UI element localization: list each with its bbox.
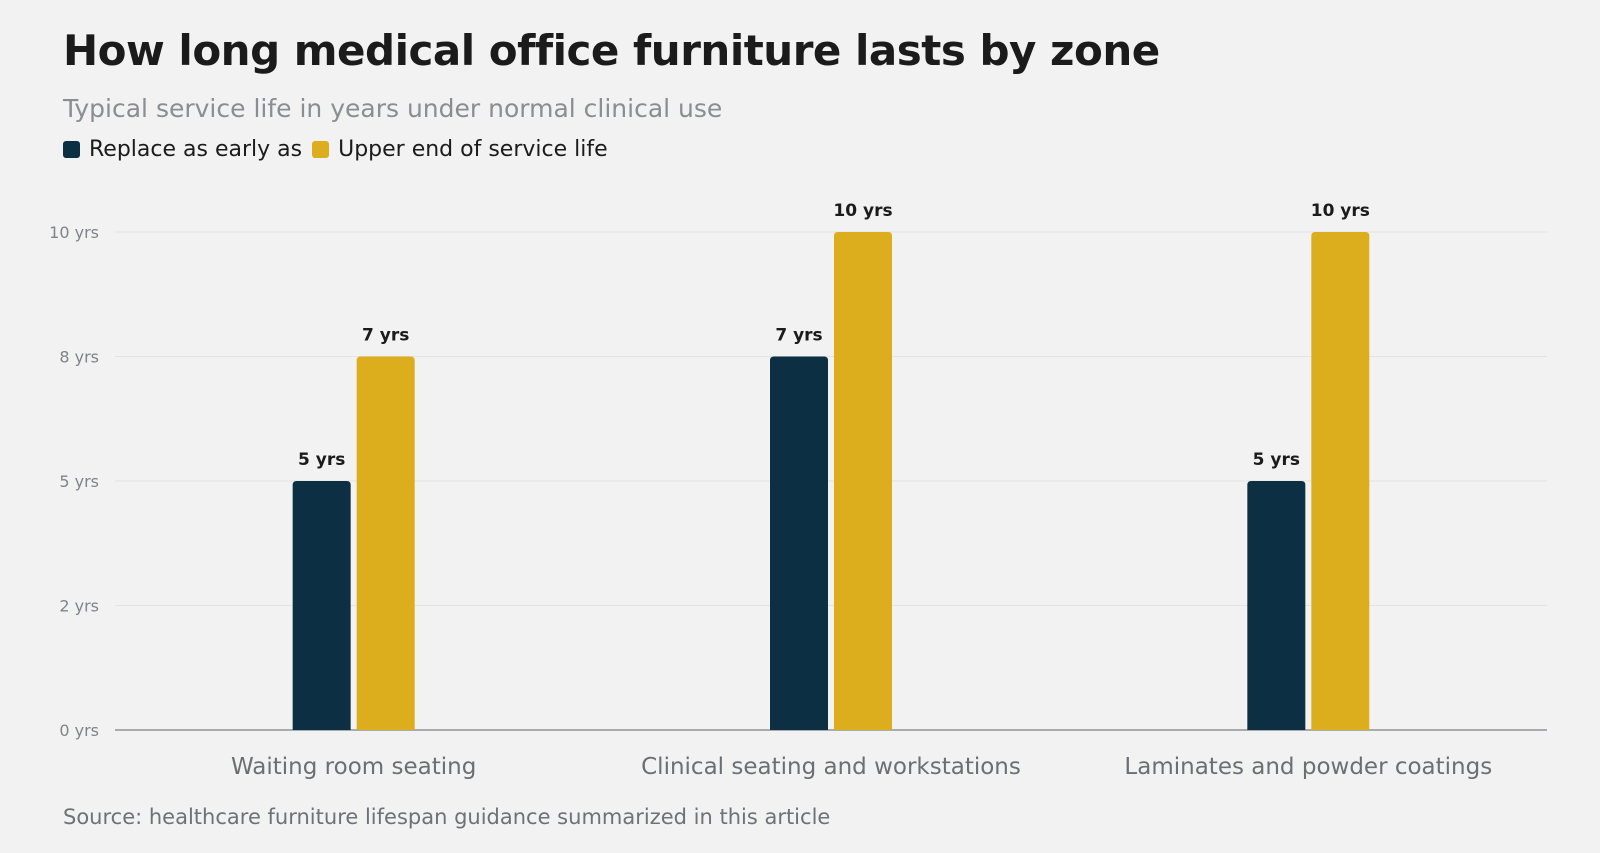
- legend-swatch-early: [63, 141, 80, 158]
- x-tick-label: Waiting room seating: [231, 754, 476, 780]
- bar-replace-early: [292, 481, 351, 730]
- chart-subtitle: Typical service life in years under norm…: [63, 94, 723, 123]
- bar-replace-early: [1247, 481, 1306, 730]
- y-tick-label: 0 yrs: [59, 721, 99, 740]
- x-tick-label: Clinical seating and workstations: [641, 754, 1021, 780]
- y-tick-label: 8 yrs: [59, 348, 99, 367]
- data-label: 10 yrs: [833, 201, 892, 221]
- legend-label-upper: Upper end of service life: [338, 137, 608, 162]
- data-label: 10 yrs: [1311, 201, 1370, 221]
- y-tick-label: 2 yrs: [59, 597, 99, 616]
- y-tick-label: 5 yrs: [59, 472, 99, 491]
- legend-label-early: Replace as early as: [89, 137, 303, 162]
- legend-item-early: Replace as early as: [63, 137, 302, 162]
- bar-upper-end: [834, 232, 892, 730]
- bar-upper-end: [1311, 232, 1370, 730]
- source-note: Source: healthcare furniture lifespan gu…: [63, 805, 831, 829]
- chart-title: How long medical office furniture lasts …: [63, 26, 1160, 75]
- bar-upper-end: [356, 356, 415, 730]
- data-label: 5 yrs: [298, 450, 345, 470]
- data-label: 5 yrs: [1253, 450, 1300, 470]
- data-label: 7 yrs: [775, 326, 822, 346]
- data-label: 7 yrs: [362, 326, 409, 346]
- bar-replace-early: [770, 356, 828, 730]
- legend-item-upper: Upper end of service life: [312, 137, 608, 162]
- legend-swatch-upper: [312, 141, 330, 158]
- y-tick-label: 10 yrs: [49, 223, 99, 242]
- chart-legend: Replace as early as Upper end of service…: [63, 137, 618, 162]
- x-tick-label: Laminates and powder coatings: [1124, 754, 1492, 780]
